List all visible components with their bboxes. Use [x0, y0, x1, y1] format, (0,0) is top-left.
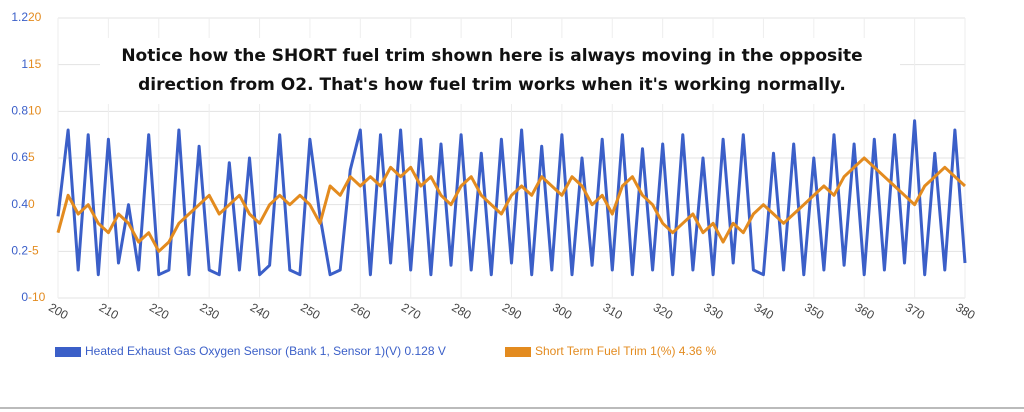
legend-label: Heated Exhaust Gas Oxygen Sensor (Bank 1… — [85, 344, 446, 358]
y2-tick-label: 20 — [28, 10, 42, 24]
x-tick-label: 310 — [601, 300, 626, 322]
x-tick-label: 320 — [651, 300, 676, 322]
x-tick-label: 360 — [852, 300, 877, 322]
x-tick-label: 380 — [953, 300, 978, 322]
y2-tick-label: -10 — [28, 290, 46, 304]
annotation: direction from O2. That's how fuel trim … — [138, 75, 846, 95]
y-tick-label: 1.2 — [11, 10, 28, 24]
x-tick-label: 270 — [399, 300, 424, 322]
series-line — [56, 119, 967, 277]
y-tick-label: 0.4 — [11, 197, 28, 211]
annotation: Notice how the SHORT fuel trim shown her… — [121, 46, 862, 66]
x-tick-label: 330 — [701, 300, 726, 322]
x-tick-label: 350 — [802, 300, 827, 322]
x-tick-label: 300 — [550, 300, 575, 322]
x-tick-label: 220 — [147, 300, 172, 322]
y2-tick-label: 5 — [28, 150, 35, 164]
x-tick-label: 230 — [197, 300, 222, 322]
y-tick-label: 0.2 — [11, 244, 28, 258]
x-tick-label: 210 — [97, 300, 122, 322]
y-tick-label: 0 — [21, 290, 28, 304]
legend-label: Short Term Fuel Trim 1(%) 4.36 % — [535, 344, 716, 358]
x-tick-label: 290 — [500, 300, 525, 322]
x-tick-label: 240 — [248, 300, 273, 322]
x-tick-label: 280 — [449, 300, 474, 322]
y-tick-label: 0.6 — [11, 150, 28, 164]
y2-tick-label: -5 — [28, 244, 39, 258]
x-tick-label: 370 — [903, 300, 928, 322]
y2-tick-label: 0 — [28, 197, 35, 211]
legend-swatch — [55, 347, 81, 357]
x-tick-label: 250 — [298, 300, 323, 322]
x-tick-label: 340 — [752, 300, 777, 322]
annotation-bg — [100, 38, 900, 104]
series-line — [56, 156, 967, 253]
y2-tick-label: 10 — [28, 104, 42, 118]
y-tick-label: 0.8 — [11, 104, 28, 118]
y2-tick-label: 15 — [28, 57, 42, 71]
y-tick-label: 1 — [21, 57, 28, 71]
legend-swatch — [505, 347, 531, 357]
x-tick-label: 200 — [46, 300, 71, 322]
x-tick-label: 260 — [349, 300, 374, 322]
